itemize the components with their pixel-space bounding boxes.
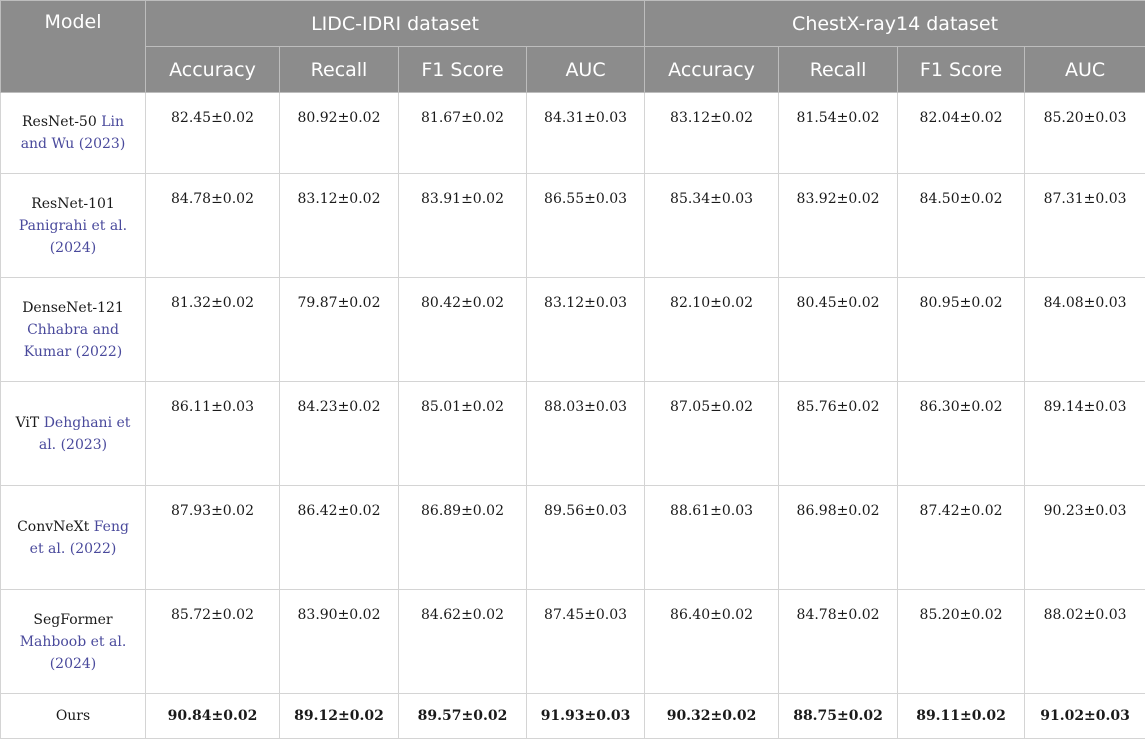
metric-header: F1 Score bbox=[898, 47, 1025, 93]
metric-value-cell: 83.92±0.02 bbox=[779, 174, 898, 278]
metric-value-cell: 84.78±0.02 bbox=[146, 174, 280, 278]
metric-value-cell: 86.55±0.03 bbox=[527, 174, 645, 278]
metric-value-cell: 81.54±0.02 bbox=[779, 93, 898, 174]
metric-value-cell: 89.56±0.03 bbox=[527, 486, 645, 590]
metric-value-cell: 84.23±0.02 bbox=[280, 382, 399, 486]
metric-value-cell: 91.02±0.03 bbox=[1025, 694, 1145, 739]
metric-value-cell: 80.42±0.02 bbox=[399, 278, 527, 382]
model-cell: ConvNeXt Feng et al. (2022) bbox=[1, 486, 146, 590]
metric-value-cell: 79.87±0.02 bbox=[280, 278, 399, 382]
metric-value-cell: 88.02±0.03 bbox=[1025, 590, 1145, 694]
metric-value-cell: 83.12±0.03 bbox=[527, 278, 645, 382]
metric-value-cell: 84.50±0.02 bbox=[898, 174, 1025, 278]
metric-value-cell: 83.91±0.02 bbox=[399, 174, 527, 278]
metric-value-cell: 86.89±0.02 bbox=[399, 486, 527, 590]
model-column-header: Model bbox=[1, 1, 146, 93]
table-header: Model LIDC-IDRI dataset ChestX-ray14 dat… bbox=[1, 1, 1145, 93]
metric-value-cell: 90.84±0.02 bbox=[146, 694, 280, 739]
metric-value-cell: 85.34±0.03 bbox=[645, 174, 779, 278]
table-row: ResNet-101 Panigrahi et al. (2024)84.78±… bbox=[1, 174, 1145, 278]
model-cell: DenseNet-121 Chhabra and Kumar (2022) bbox=[1, 278, 146, 382]
metric-value-cell: 89.11±0.02 bbox=[898, 694, 1025, 739]
group-header-lidc: LIDC-IDRI dataset bbox=[146, 1, 645, 47]
metric-header: AUC bbox=[527, 47, 645, 93]
metric-value-cell: 85.20±0.02 bbox=[898, 590, 1025, 694]
metric-value-cell: 87.05±0.02 bbox=[645, 382, 779, 486]
metric-value-cell: 86.40±0.02 bbox=[645, 590, 779, 694]
metric-value-cell: 86.30±0.02 bbox=[898, 382, 1025, 486]
metric-value-cell: 87.45±0.03 bbox=[527, 590, 645, 694]
metric-value-cell: 89.14±0.03 bbox=[1025, 382, 1145, 486]
metric-header: AUC bbox=[1025, 47, 1145, 93]
metric-value-cell: 84.31±0.03 bbox=[527, 93, 645, 174]
metric-value-cell: 84.62±0.02 bbox=[399, 590, 527, 694]
metric-header: Accuracy bbox=[146, 47, 280, 93]
metric-value-cell: 87.93±0.02 bbox=[146, 486, 280, 590]
metric-value-cell: 88.03±0.03 bbox=[527, 382, 645, 486]
metric-value-cell: 83.90±0.02 bbox=[280, 590, 399, 694]
group-header-chestx: ChestX-ray14 dataset bbox=[645, 1, 1145, 47]
model-name: ConvNeXt bbox=[17, 519, 89, 535]
model-name: ResNet-50 bbox=[22, 114, 97, 130]
metric-value-cell: 84.78±0.02 bbox=[779, 590, 898, 694]
metric-value-cell: 85.20±0.03 bbox=[1025, 93, 1145, 174]
model-name: ResNet-101 bbox=[31, 196, 115, 212]
table-row: SegFormer Mahboob et al. (2024)85.72±0.0… bbox=[1, 590, 1145, 694]
metric-value-cell: 80.92±0.02 bbox=[280, 93, 399, 174]
metric-value-cell: 91.93±0.03 bbox=[527, 694, 645, 739]
metric-value-cell: 88.75±0.02 bbox=[779, 694, 898, 739]
citation-link[interactable]: Dehghani et al. (2023) bbox=[39, 415, 131, 453]
metric-value-cell: 82.45±0.02 bbox=[146, 93, 280, 174]
metric-value-cell: 84.08±0.03 bbox=[1025, 278, 1145, 382]
metric-header: Accuracy bbox=[645, 47, 779, 93]
metric-value-cell: 80.45±0.02 bbox=[779, 278, 898, 382]
metric-value-cell: 83.12±0.02 bbox=[645, 93, 779, 174]
metric-value-cell: 85.01±0.02 bbox=[399, 382, 527, 486]
model-name: DenseNet-121 bbox=[22, 300, 124, 316]
model-cell: ResNet-101 Panigrahi et al. (2024) bbox=[1, 174, 146, 278]
metric-value-cell: 90.32±0.02 bbox=[645, 694, 779, 739]
model-cell: SegFormer Mahboob et al. (2024) bbox=[1, 590, 146, 694]
metric-header: Recall bbox=[280, 47, 399, 93]
citation-link[interactable]: Panigrahi et al. (2024) bbox=[19, 218, 127, 256]
metric-value-cell: 87.31±0.03 bbox=[1025, 174, 1145, 278]
metric-value-cell: 85.76±0.02 bbox=[779, 382, 898, 486]
metric-value-cell: 88.61±0.03 bbox=[645, 486, 779, 590]
model-cell: Ours bbox=[1, 694, 146, 739]
metric-value-cell: 82.10±0.02 bbox=[645, 278, 779, 382]
metric-value-cell: 89.57±0.02 bbox=[399, 694, 527, 739]
metric-value-cell: 80.95±0.02 bbox=[898, 278, 1025, 382]
metric-value-cell: 86.11±0.03 bbox=[146, 382, 280, 486]
metric-value-cell: 81.67±0.02 bbox=[399, 93, 527, 174]
table-row: DenseNet-121 Chhabra and Kumar (2022)81.… bbox=[1, 278, 1145, 382]
metric-value-cell: 86.98±0.02 bbox=[779, 486, 898, 590]
model-name: Ours bbox=[56, 708, 90, 724]
metric-value-cell: 85.72±0.02 bbox=[146, 590, 280, 694]
citation-link[interactable]: Chhabra and Kumar (2022) bbox=[24, 322, 123, 360]
metric-value-cell: 82.04±0.02 bbox=[898, 93, 1025, 174]
model-cell: ResNet-50 Lin and Wu (2023) bbox=[1, 93, 146, 174]
metric-value-cell: 87.42±0.02 bbox=[898, 486, 1025, 590]
metric-value-cell: 83.12±0.02 bbox=[280, 174, 399, 278]
metric-value-cell: 81.32±0.02 bbox=[146, 278, 280, 382]
metric-header: Recall bbox=[779, 47, 898, 93]
model-cell: ViT Dehghani et al. (2023) bbox=[1, 382, 146, 486]
metric-value-cell: 90.23±0.03 bbox=[1025, 486, 1145, 590]
metric-header: F1 Score bbox=[399, 47, 527, 93]
model-name: SegFormer bbox=[33, 612, 112, 628]
metric-value-cell: 89.12±0.02 bbox=[280, 694, 399, 739]
model-name: ViT bbox=[16, 415, 40, 431]
metric-value-cell: 86.42±0.02 bbox=[280, 486, 399, 590]
